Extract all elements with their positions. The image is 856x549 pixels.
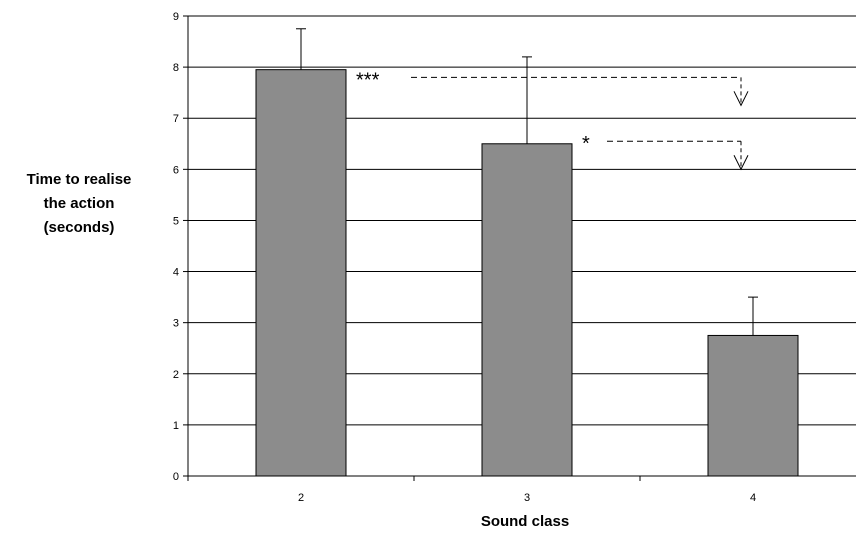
y-tick-label: 4 (173, 267, 179, 279)
y-axis-label-line-3: (seconds) (43, 219, 115, 236)
y-tick-label: 7 (173, 113, 179, 125)
y-axis-label-line-2: the action (43, 195, 115, 212)
y-tick-label: 3 (173, 318, 179, 330)
bar (481, 143, 573, 477)
y-tick-label: 2 (173, 369, 179, 381)
y-tick-label: 8 (173, 62, 179, 74)
y-axis-label-line-1: Time to realise (26, 171, 132, 188)
bar (707, 334, 799, 477)
significance-label: *** (356, 69, 380, 91)
y-tick-label: 5 (173, 215, 179, 227)
axes (183, 15, 856, 481)
bars (255, 69, 799, 477)
x-tick-label: 3 (524, 492, 530, 504)
arrow-down-icon (733, 91, 749, 107)
significance-label: * (582, 133, 590, 155)
annotations: **** (356, 69, 749, 171)
y-tick-label: 1 (173, 420, 179, 432)
x-tick-label: 4 (750, 492, 756, 504)
tick-labels: 0 1 2 3 4 5 6 7 8 9 2 3 4 (173, 11, 756, 504)
y-tick-label: 0 (173, 471, 179, 483)
y-axis-label: Time to realise the action (seconds) (0, 168, 158, 240)
arrow-down-icon (733, 154, 749, 171)
x-axis-label: Sound class (480, 513, 570, 530)
y-tick-label: 6 (173, 164, 179, 176)
error-bars (296, 28, 758, 336)
bar (255, 69, 347, 477)
x-tick-label: 2 (298, 492, 304, 504)
y-tick-label: 9 (173, 11, 179, 23)
